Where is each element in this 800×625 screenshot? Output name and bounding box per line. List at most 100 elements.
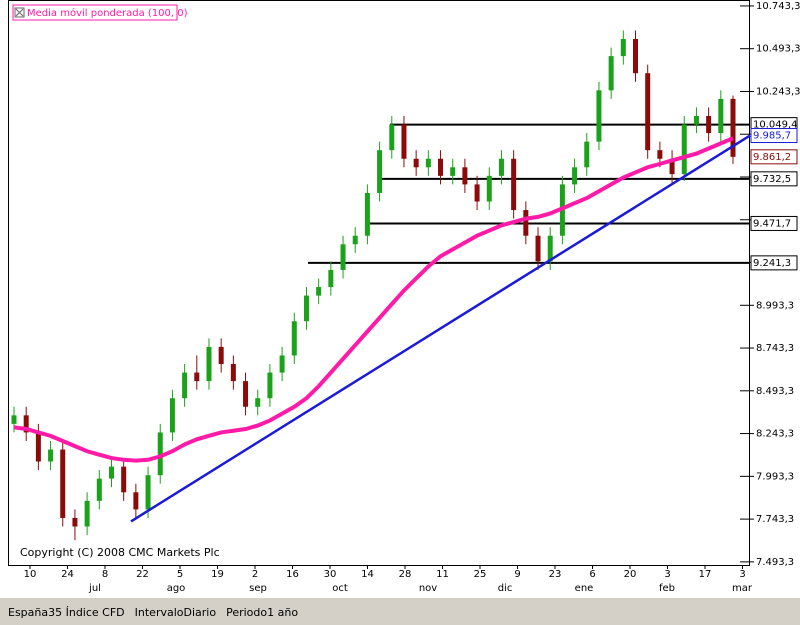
x-tick-label: 2 xyxy=(252,569,258,580)
candle-body xyxy=(84,500,90,527)
level-label-box xyxy=(750,215,798,231)
candle-body xyxy=(438,158,444,176)
y-tick-label: 10.493,3 xyxy=(756,44,800,55)
x-tick-label: 11 xyxy=(436,569,449,580)
month-label: nov xyxy=(419,583,437,594)
candle-body xyxy=(377,150,383,193)
x-tick-label: 23 xyxy=(549,569,562,580)
x-tick-label: 16 xyxy=(286,569,299,580)
candle-body xyxy=(206,346,212,382)
candle-body xyxy=(498,158,504,176)
candle-body xyxy=(218,346,224,365)
candle-body xyxy=(60,449,66,518)
x-tick-label: 3 xyxy=(664,569,670,580)
x-tick-label: 20 xyxy=(624,569,637,580)
trend-label: 9.985,7 xyxy=(753,131,791,142)
candle-body xyxy=(72,517,78,527)
level-label: 9.471,7 xyxy=(753,218,791,229)
x-tick-label: 17 xyxy=(699,569,712,580)
legend-box xyxy=(12,4,178,21)
candle-body xyxy=(243,381,249,407)
candle-body xyxy=(35,432,41,462)
y-tick-label: 8.243,3 xyxy=(756,429,794,440)
candle-body xyxy=(681,124,687,175)
period[interactable]: Periodo1 año xyxy=(226,606,299,619)
instrument: España35 Índice CFD xyxy=(8,606,125,619)
x-tick-label: 10 xyxy=(24,569,37,580)
candle-body xyxy=(523,210,529,236)
month-label: sep xyxy=(249,583,267,594)
x-tick-label: 28 xyxy=(399,569,412,580)
candle-body xyxy=(194,372,200,382)
candle-body xyxy=(133,492,139,510)
x-tick-label: 25 xyxy=(474,569,487,580)
candle-body xyxy=(535,235,541,262)
candle-body xyxy=(145,475,151,510)
month-label: dic xyxy=(498,583,513,594)
x-tick-label: 19 xyxy=(211,569,224,580)
level-label: 9.241,3 xyxy=(753,258,791,269)
candle-body xyxy=(169,398,175,433)
candle-body xyxy=(693,115,699,125)
last-label-box xyxy=(750,149,798,165)
y-tick-label: 10.743,3 xyxy=(756,1,800,12)
candle-body xyxy=(608,56,614,91)
trend-label-box xyxy=(750,128,798,144)
x-tick-label: 14 xyxy=(361,569,374,580)
y-tick-label: 8.993,3 xyxy=(756,300,794,311)
x-tick-label: 5 xyxy=(177,569,183,580)
candle-body xyxy=(291,321,297,356)
candle-body xyxy=(669,158,675,175)
level-label-box xyxy=(750,171,798,187)
plot-area xyxy=(8,0,750,566)
candle-body xyxy=(474,184,480,202)
level-label-box xyxy=(750,255,798,271)
candle-body xyxy=(620,39,626,57)
x-tick-label: 8 xyxy=(102,569,108,580)
x-tick-label: 22 xyxy=(136,569,149,580)
candle-body xyxy=(596,90,602,142)
candle-body xyxy=(121,466,127,493)
level-label: 9.732,5 xyxy=(753,174,791,185)
candle-body xyxy=(486,175,492,202)
x-tick-label: 30 xyxy=(324,569,337,580)
month-label: ene xyxy=(575,583,594,594)
x-tick-label: 6 xyxy=(589,569,595,580)
candle-body xyxy=(364,192,370,236)
candle-body xyxy=(730,98,736,157)
candle-body xyxy=(718,98,724,134)
month-label: feb xyxy=(659,583,675,594)
candle-body xyxy=(340,244,346,270)
candle-body xyxy=(230,364,236,382)
legend-check xyxy=(15,8,24,17)
candle-body xyxy=(584,141,590,168)
candle-body xyxy=(182,372,188,399)
y-tick-label: 7.743,3 xyxy=(756,514,794,525)
candle-body xyxy=(413,158,419,168)
candle-body xyxy=(706,115,712,134)
candle-body xyxy=(23,415,29,433)
month-label: oct xyxy=(332,583,348,594)
y-tick-label: 10.243,3 xyxy=(756,86,800,97)
last-label: 9.861,2 xyxy=(753,152,791,163)
candle-body xyxy=(511,158,517,211)
candle-body xyxy=(328,269,334,288)
interval[interactable]: IntervaloDiario xyxy=(134,606,217,619)
copyright: Copyright (C) 2008 CMC Markets Plc xyxy=(20,546,220,559)
candle-body xyxy=(255,398,261,407)
trendline xyxy=(130,134,751,523)
candle-body xyxy=(303,295,309,322)
x-tick-label: 9 xyxy=(514,569,520,580)
candle-body xyxy=(645,73,651,151)
legend-text: Media móvil ponderada (100, 0) xyxy=(27,7,188,19)
candle-body xyxy=(657,150,663,159)
status-bar: España35 Índice CFD IntervaloDiario Peri… xyxy=(0,600,800,625)
candle-body xyxy=(425,158,431,168)
candle-body xyxy=(547,235,553,262)
y-tick-label: 7.493,3 xyxy=(756,557,794,568)
candle-body xyxy=(316,287,322,296)
candle-body xyxy=(157,432,163,476)
y-tick-label: 8.493,3 xyxy=(756,386,794,397)
x-tick-label: 3 xyxy=(739,569,745,580)
